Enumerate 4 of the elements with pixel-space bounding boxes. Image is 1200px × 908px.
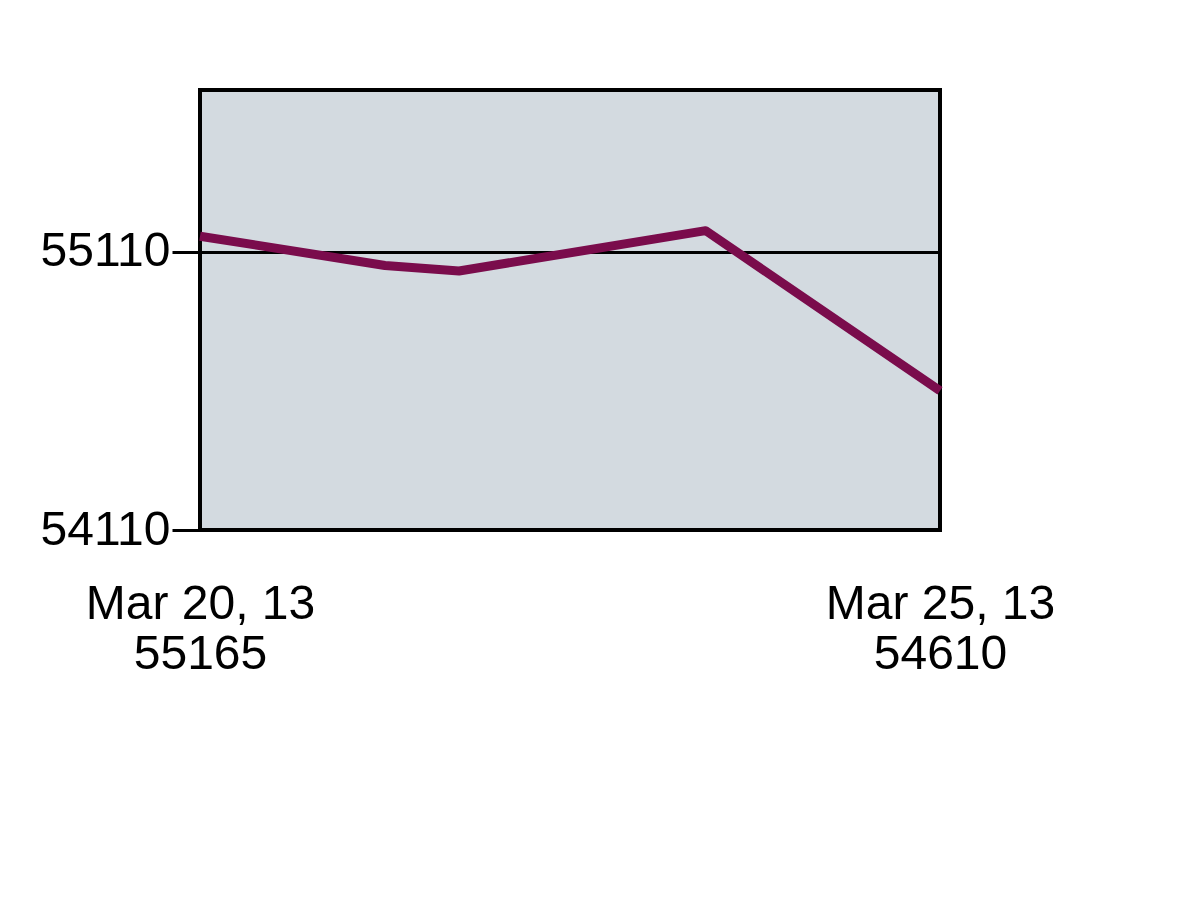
y-tick-label: 55110 [40,223,171,277]
y-tick-label: 54110 [40,501,171,555]
x-tick-label: Mar 20, 13 55165 [85,575,316,679]
x-tick-label: Mar 25, 13 54610 [825,575,1056,679]
